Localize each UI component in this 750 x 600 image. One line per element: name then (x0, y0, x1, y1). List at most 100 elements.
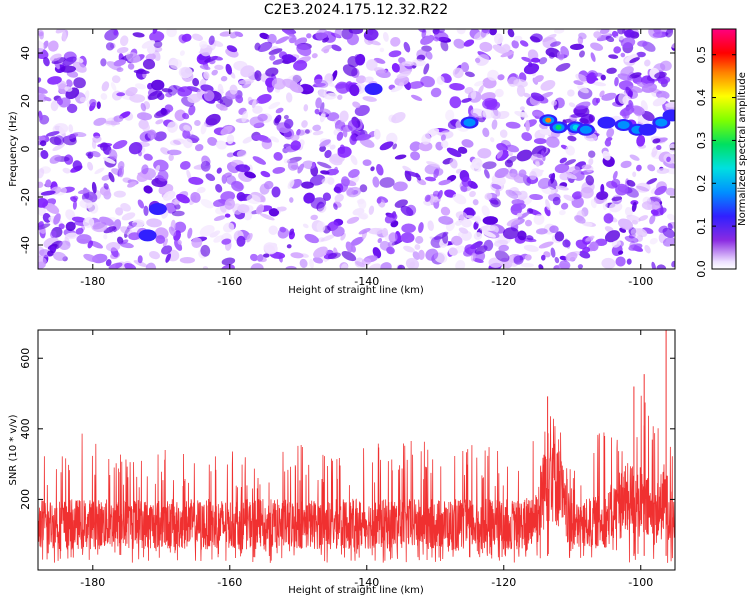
heatmap-cell (644, 244, 651, 254)
heatmap-cell (316, 221, 326, 233)
heatmap-cell (440, 40, 449, 52)
heatmap-cell (671, 260, 675, 268)
heatmap-cell (529, 193, 543, 201)
heatmap-cell (648, 29, 663, 39)
heatmap-cell (103, 157, 116, 164)
heatmap-cell (87, 161, 94, 171)
heatmap-cell (321, 44, 332, 52)
heatmap-cell (334, 119, 346, 132)
heatmap-cell (414, 244, 421, 250)
heatmap-cell (108, 262, 123, 269)
heatmap-cell (342, 64, 358, 77)
heatmap-cell (662, 236, 675, 247)
heatmap-cell (127, 63, 135, 70)
heatmap-cell (255, 204, 265, 215)
heatmap-cell (624, 206, 633, 217)
heatmap-cell (314, 108, 320, 115)
heatmap-cell (38, 77, 42, 83)
heatmap-cell (608, 54, 619, 59)
heatmap-cell (632, 171, 637, 178)
y-tick-label: 600 (19, 348, 32, 369)
heatmap-cell (411, 59, 426, 67)
heatmap-cell (606, 128, 615, 138)
heatmap-cell (550, 247, 556, 258)
heatmap-cell (200, 123, 207, 135)
heatmap-cell (324, 149, 332, 159)
heatmap-cell (275, 36, 289, 44)
heatmap-cell (412, 251, 420, 260)
heatmap-cell (418, 141, 433, 152)
heatmap-cell (483, 239, 494, 252)
heatmap-cell (540, 254, 546, 261)
heatmap-cell (112, 140, 128, 150)
heatmap-cell (246, 194, 261, 205)
heatmap-cell (40, 190, 56, 196)
heatmap-cell (312, 124, 322, 132)
heatmap-cell (589, 241, 599, 252)
heatmap-cell (120, 203, 131, 212)
heatmap-cell (386, 246, 395, 255)
heatmap-cell (602, 199, 608, 211)
heatmap-cell (173, 139, 181, 145)
heatmap-cell (596, 33, 613, 42)
heatmap-cell (215, 184, 223, 193)
heatmap-cell (593, 31, 602, 39)
heatmap-cell (539, 128, 554, 136)
heatmap-cell (90, 150, 101, 158)
heatmap-cell (267, 33, 277, 44)
heatmap-cell (376, 197, 382, 204)
heatmap-cell (39, 140, 47, 147)
heatmap-cell (403, 245, 415, 253)
heatmap-cell (236, 235, 246, 247)
snr-xlabel: Height of straight line (km) (288, 585, 424, 596)
heatmap-cell (482, 127, 490, 138)
heatmap-cell (211, 69, 218, 76)
heatmap-cell (536, 228, 548, 235)
heatmap-cell (373, 67, 387, 74)
heatmap-cell (66, 103, 78, 114)
heatmap-cell (319, 139, 331, 148)
heatmap-cell (635, 182, 651, 193)
heatmap-cell (269, 54, 276, 61)
heatmap-cell (578, 32, 587, 40)
heatmap-cell (365, 59, 378, 71)
spectrogram-panel: -180 -160 -140 -120 -100 -40 -20 0 20 40 Height o… (8, 28, 676, 296)
heatmap-cell (567, 89, 575, 97)
heatmap-cell (581, 164, 592, 170)
heatmap-cell (104, 29, 119, 41)
heatmap-cell (538, 241, 554, 249)
heatmap-cell (555, 63, 571, 72)
heatmap-cell (286, 244, 292, 249)
colorbar-label: Normalized spectral amplitude (737, 72, 748, 226)
heatmap-cell (277, 206, 287, 212)
heatmap-cell (662, 227, 675, 238)
heatmap-cell (499, 129, 508, 138)
y-tick-label: 200 (19, 489, 32, 510)
heatmap-cell (256, 254, 264, 262)
heatmap-cell (252, 105, 263, 114)
heatmap-cell (273, 152, 283, 161)
heatmap-cell (605, 35, 615, 43)
heatmap-cell (545, 199, 551, 211)
heatmap-hotspot-core (555, 124, 562, 130)
heatmap-cell (38, 110, 43, 121)
heatmap-cell (213, 235, 224, 243)
heatmap-cell (183, 124, 191, 132)
heatmap-cell (319, 145, 327, 152)
heatmap-cell (620, 52, 626, 58)
heatmap-cell (285, 265, 297, 269)
heatmap-cell (76, 234, 92, 244)
heatmap-cell (575, 73, 589, 84)
heatmap-cell (72, 61, 87, 73)
heatmap-cell (244, 171, 257, 179)
heatmap-cell (513, 35, 523, 42)
heatmap-cell (379, 141, 394, 151)
heatmap-cell (644, 59, 651, 67)
heatmap-cell (363, 76, 374, 83)
heatmap-cell (440, 206, 451, 216)
heatmap-cell (595, 238, 608, 247)
heatmap-cell (636, 81, 649, 88)
heatmap-cell (53, 213, 61, 225)
heatmap-cell (59, 240, 71, 251)
heatmap-cell (265, 67, 279, 77)
